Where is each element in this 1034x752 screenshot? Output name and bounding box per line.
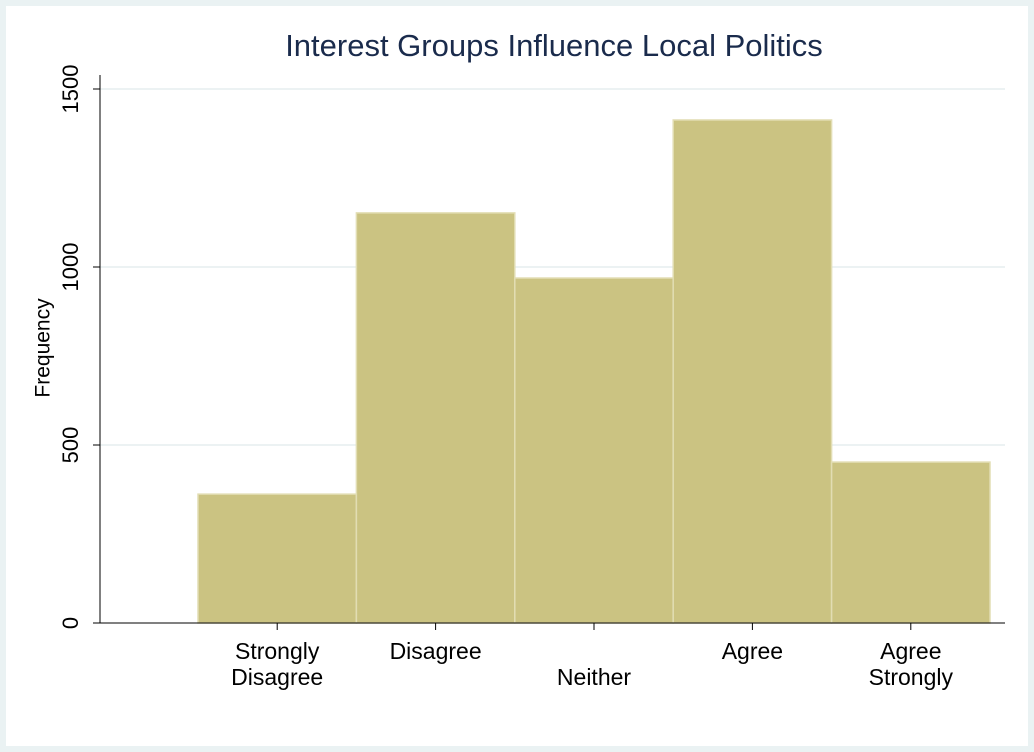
x-tick-label: Agree xyxy=(721,638,784,664)
chart-title: Interest Groups Influence Local Politics xyxy=(285,28,823,63)
x-tick-label: Agree Strongly xyxy=(868,638,953,690)
bar xyxy=(672,119,833,624)
x-tick-label: Strongly Disagree xyxy=(231,638,324,690)
bar xyxy=(355,212,516,624)
y-tick-label: 1000 xyxy=(58,243,83,292)
y-tick-label: 1500 xyxy=(58,65,83,114)
bar xyxy=(514,277,674,624)
y-tick-label: 500 xyxy=(58,427,83,464)
y-axis-title: Frequency xyxy=(32,298,55,398)
x-tick-label: Neither xyxy=(556,664,632,690)
bar xyxy=(830,461,991,624)
y-tick-label: 0 xyxy=(58,617,83,629)
bar xyxy=(197,493,358,624)
x-tick-label: Disagree xyxy=(389,638,482,664)
